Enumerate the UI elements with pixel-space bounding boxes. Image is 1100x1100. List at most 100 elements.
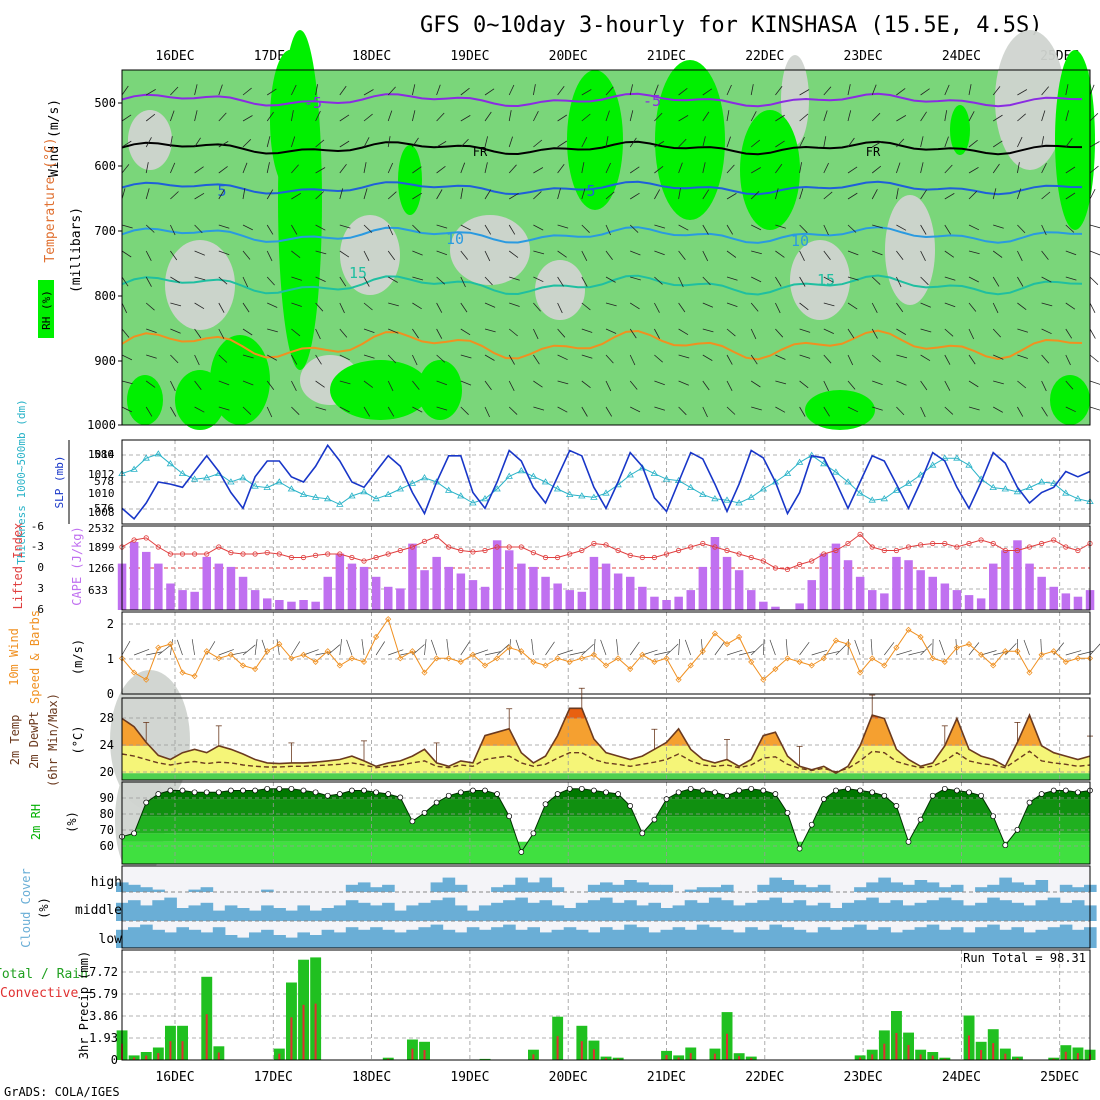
wind-barb (146, 354, 157, 359)
wind10-barb (769, 639, 776, 656)
wind-barb (436, 328, 443, 339)
wind10-barb (545, 641, 555, 656)
wind-barb (533, 276, 544, 283)
wind-barb (194, 166, 204, 174)
lifted-index-point (542, 554, 549, 561)
wind-barb (145, 276, 152, 287)
rh2m-point (349, 787, 355, 794)
lifted-index-point (567, 551, 573, 557)
wind-barb (702, 328, 714, 333)
rh2m-point (336, 791, 343, 797)
cloud-low-bar (624, 924, 637, 948)
temp-tick-label: 28 (100, 711, 114, 725)
wind10-barb (557, 649, 573, 656)
thickness-point (299, 490, 308, 497)
wind-barb (315, 191, 324, 200)
wind-barb (194, 406, 205, 413)
wind-barb (629, 328, 637, 339)
cloud-middle-bar (902, 905, 916, 921)
wind-barb (678, 380, 689, 386)
precip-conv-bar (617, 1058, 620, 1060)
cloud-low-bar (684, 929, 698, 948)
thickness-point (759, 485, 768, 492)
rh-moist-patch (740, 110, 800, 230)
wind-barb (557, 188, 561, 200)
wind-barb (847, 250, 859, 256)
wind-barb (823, 302, 835, 307)
wind-barb (533, 139, 543, 148)
slp-tick-label: 1008 (88, 506, 115, 519)
date-label-top: 23DEC (844, 49, 883, 64)
wind-barb (605, 276, 616, 283)
cloud-middle-bar (926, 900, 940, 921)
cape-bar (541, 576, 550, 610)
thickness-point (1025, 483, 1034, 490)
cape-bar (904, 560, 913, 610)
wind-barb (363, 354, 375, 359)
wind-barb (920, 380, 928, 391)
rh2m-point (373, 789, 379, 796)
wind-barb (436, 189, 443, 200)
cloud-middle-bar (781, 902, 795, 921)
cloud-low-bar (963, 932, 976, 948)
wind-barb (145, 137, 152, 148)
wind10-point (397, 655, 404, 662)
wind10-point (711, 630, 718, 637)
cape-bar (480, 586, 490, 610)
wind-barb (581, 224, 590, 233)
wind10-point (663, 655, 670, 662)
cloud-high-bar (503, 884, 516, 892)
wind10-barb (1023, 639, 1030, 656)
cape-bar (275, 600, 284, 610)
cloud-low-bar (854, 924, 867, 948)
wind-barb (629, 354, 636, 366)
date-label-bottom: 16DEC (155, 1070, 194, 1085)
wind10-point (1062, 658, 1069, 665)
cloud-low-bar (612, 929, 625, 948)
lifted-index-point (361, 558, 367, 564)
cloud-middle-bar (587, 900, 601, 921)
cloud-low-bar (829, 929, 843, 948)
wind-barb (1065, 250, 1077, 256)
wind10-point (360, 658, 368, 665)
wind-barb (121, 380, 133, 385)
wind-barb (581, 188, 586, 200)
wind-barb (654, 380, 665, 386)
wind-barb (1065, 84, 1069, 96)
lifted-index-point (216, 544, 222, 550)
lifted-index-point (615, 547, 621, 554)
precip-conv-bar (592, 1049, 595, 1060)
cloud-high-bar (188, 889, 202, 892)
wind-barb (896, 302, 904, 313)
wind-barb (509, 276, 520, 281)
precip-conv-bar (689, 1053, 692, 1060)
wind-barb (823, 224, 829, 236)
wind-barb (775, 224, 787, 229)
cloud-middle-bar (285, 910, 298, 921)
precip-ylabel-b: Convective (0, 986, 78, 1001)
wind-barb (412, 224, 421, 233)
wind10-point (312, 658, 319, 665)
wind-barb (339, 354, 350, 361)
cloud-middle-bar (817, 902, 831, 921)
wind10-point (772, 665, 779, 673)
cape-bar (1001, 550, 1010, 610)
wind-barb (823, 354, 832, 364)
wind-barb (799, 188, 804, 200)
wind-barb (436, 302, 443, 313)
wind10-barb (616, 639, 619, 656)
wind10-barb (158, 644, 172, 656)
wind10-point (1038, 651, 1045, 658)
thickness-point (275, 478, 284, 485)
wind10-barb (569, 651, 586, 656)
wind-barb (799, 162, 802, 174)
rh2m-point (591, 787, 597, 794)
rh2m-point (663, 796, 670, 802)
wind10-barb (146, 651, 162, 656)
wind10-barb (121, 640, 131, 656)
cape-bar (686, 590, 695, 610)
rh2m-point (506, 813, 513, 820)
wind-barb (557, 140, 568, 148)
cloud-high-bar (527, 882, 540, 892)
precip-conv-bar (943, 1058, 946, 1060)
